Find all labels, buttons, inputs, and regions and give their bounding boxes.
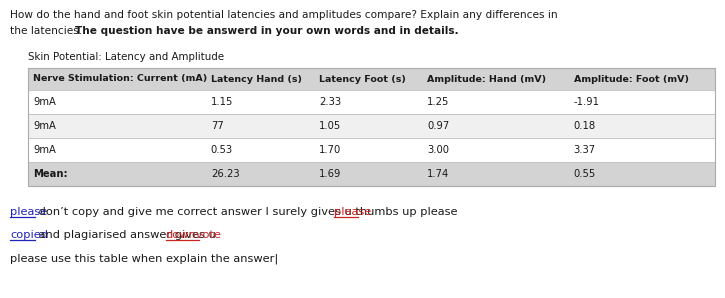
Text: Nerve Stimulation: Current (mA): Nerve Stimulation: Current (mA) (33, 74, 207, 83)
Text: please use this table when explain the answer|: please use this table when explain the a… (10, 254, 278, 265)
Text: 1.69: 1.69 (319, 169, 341, 179)
Bar (28, 90, 715, 114)
Text: 9mA: 9mA (33, 121, 56, 131)
Text: 1.25: 1.25 (427, 97, 450, 107)
Text: The question have be answerd in your own words and in details.: The question have be answerd in your own… (75, 26, 459, 36)
Bar (28, 114, 715, 138)
Text: 3.37: 3.37 (573, 145, 596, 155)
Bar (28, 68, 715, 186)
Text: 0.97: 0.97 (427, 121, 450, 131)
Bar (28, 138, 715, 162)
Text: How do the hand and foot skin potential latencies and amplitudes compare? Explai: How do the hand and foot skin potential … (10, 10, 558, 20)
Text: 9mA: 9mA (33, 97, 56, 107)
Text: please: please (334, 207, 371, 217)
Bar (28, 162, 715, 186)
Text: don’t copy and give me correct answer I surely gives u thumbs up please: don’t copy and give me correct answer I … (35, 207, 460, 217)
Text: Amplitude: Hand (mV): Amplitude: Hand (mV) (427, 74, 546, 83)
Text: please: please (10, 207, 47, 217)
Text: copied: copied (10, 230, 48, 240)
Text: and plagiarised answer gives u: and plagiarised answer gives u (35, 230, 219, 240)
Text: 77: 77 (211, 121, 223, 131)
Text: Latency Foot (s): Latency Foot (s) (319, 74, 406, 83)
Text: Latency Hand (s): Latency Hand (s) (211, 74, 302, 83)
Text: 1.05: 1.05 (319, 121, 341, 131)
Text: Mean:: Mean: (33, 169, 67, 179)
Text: 26.23: 26.23 (211, 169, 239, 179)
Text: Skin Potential: Latency and Amplitude: Skin Potential: Latency and Amplitude (28, 52, 224, 62)
Text: 0.53: 0.53 (211, 145, 233, 155)
Text: 1.70: 1.70 (319, 145, 341, 155)
Text: 2.33: 2.33 (319, 97, 341, 107)
Text: downvote: downvote (166, 230, 222, 240)
Text: 3.00: 3.00 (427, 145, 449, 155)
Text: 0.18: 0.18 (573, 121, 596, 131)
Text: -1.91: -1.91 (573, 97, 600, 107)
Text: the latencies.: the latencies. (10, 26, 86, 36)
Bar (28, 68, 715, 90)
Text: 9mA: 9mA (33, 145, 56, 155)
Text: 1.74: 1.74 (427, 169, 450, 179)
Text: Amplitude: Foot (mV): Amplitude: Foot (mV) (573, 74, 689, 83)
Text: 0.55: 0.55 (573, 169, 596, 179)
Text: 1.15: 1.15 (211, 97, 233, 107)
